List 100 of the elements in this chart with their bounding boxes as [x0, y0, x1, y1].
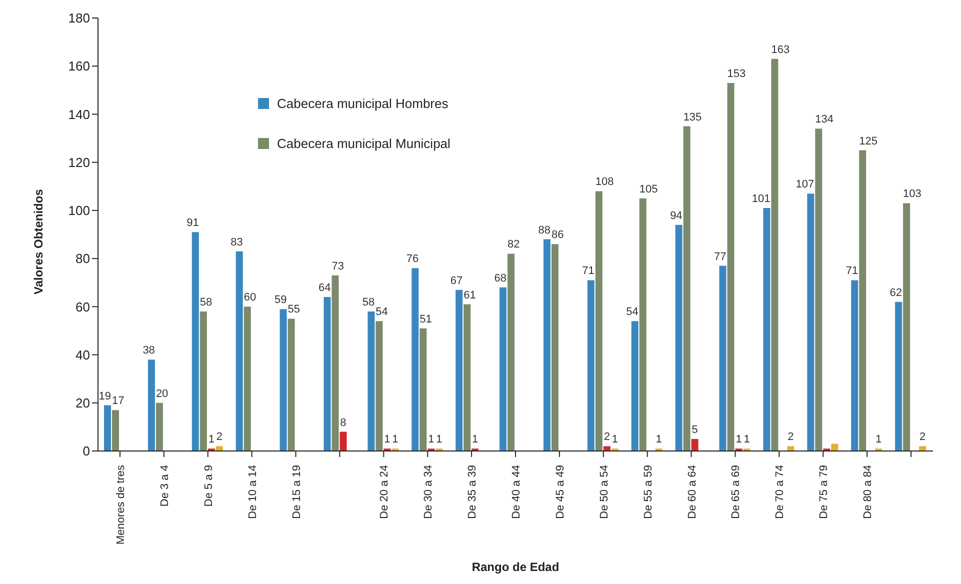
bar [595, 191, 602, 451]
data-label: 163 [771, 44, 790, 56]
data-label: 58 [200, 296, 212, 308]
bar [771, 58, 778, 451]
bar [288, 318, 295, 451]
data-label: 1 [876, 434, 882, 446]
x-tick-label: De 40 a 44 [510, 465, 522, 519]
bar [104, 405, 111, 451]
x-tick-label: De 70 a 74 [774, 465, 786, 519]
data-label: 58 [362, 296, 375, 308]
x-tick-label: De 3 a 4 [158, 465, 171, 507]
data-label: 2 [788, 431, 794, 444]
data-label: 153 [727, 68, 746, 80]
data-label: 1 [744, 434, 750, 446]
data-label: 8 [340, 416, 346, 429]
bar [851, 280, 858, 451]
data-label: 62 [890, 286, 902, 299]
y-tick-label: 120 [68, 154, 90, 170]
data-label: 2 [919, 431, 926, 444]
y-tick-label: 60 [76, 299, 90, 314]
bar [895, 302, 902, 451]
bar [587, 280, 594, 451]
bar [244, 306, 251, 451]
data-label: 67 [450, 274, 463, 287]
bar [807, 194, 814, 451]
bar [420, 328, 427, 451]
data-label: 86 [551, 229, 564, 242]
bar [543, 239, 550, 451]
bar [340, 432, 347, 451]
x-tick-label: De 80 a 84 [862, 465, 874, 519]
data-label: 88 [538, 224, 550, 236]
y-tick-label: 40 [76, 347, 90, 362]
bar [412, 268, 419, 451]
data-label: 20 [156, 388, 168, 400]
y-tick-label: 0 [82, 444, 90, 459]
data-label: 68 [494, 272, 507, 284]
x-tick-label: De 45 a 49 [554, 465, 566, 519]
data-label: 107 [796, 178, 814, 191]
bar [727, 82, 734, 451]
data-label: 135 [683, 111, 702, 124]
bar [675, 224, 682, 451]
data-label: 2 [216, 431, 222, 444]
bar [787, 446, 794, 451]
bar [500, 287, 507, 451]
data-label: 125 [859, 135, 878, 148]
x-tick-label: De 50 a 54 [598, 465, 610, 519]
bar [200, 311, 207, 451]
bar [691, 438, 698, 451]
data-label: 64 [318, 282, 331, 294]
data-label: 73 [332, 260, 344, 272]
y-axis-title: Valores Obtenidos [31, 188, 46, 294]
data-label: 108 [595, 176, 614, 188]
data-label: 94 [670, 210, 682, 222]
legend-label: Cabecera municipal Municipal [277, 136, 450, 150]
x-tick-label: De 35 a 39 [466, 465, 479, 519]
x-tick-label: De 30 a 34 [422, 465, 435, 519]
x-tick-label: De 20 a 24 [378, 465, 391, 519]
x-tick-label: De 75 a 79 [818, 465, 830, 519]
bar [464, 304, 471, 451]
x-tick-label: De 55 a 59 [642, 465, 654, 519]
y-tick-label: 180 [68, 10, 90, 26]
bar [376, 321, 383, 451]
data-label: 1 [656, 434, 662, 446]
data-label: 1 [612, 434, 618, 446]
x-tick-label: De 60 a 64 [686, 465, 698, 519]
bar [683, 126, 690, 451]
data-label: 76 [406, 253, 419, 266]
bar [903, 203, 910, 451]
y-tick-label: 160 [68, 58, 90, 74]
data-label: 1 [208, 434, 214, 446]
data-label: 71 [846, 265, 858, 278]
data-label: 82 [508, 238, 520, 251]
bar [148, 360, 155, 451]
data-label: 71 [582, 265, 594, 278]
bar [156, 402, 163, 451]
bar [216, 446, 223, 451]
data-label: 61 [464, 289, 476, 302]
data-label: 59 [274, 294, 287, 306]
bar [859, 150, 866, 451]
x-tick-label: De 15 a 19 [290, 465, 303, 519]
y-tick-label: 100 [68, 203, 90, 218]
data-label: 54 [376, 306, 388, 318]
data-label: 105 [639, 183, 658, 196]
bar [603, 446, 610, 451]
data-label: 83 [230, 236, 243, 248]
data-label: 134 [815, 114, 834, 126]
data-label: 55 [288, 304, 300, 316]
y-tick-label: 20 [76, 396, 90, 411]
bar [280, 309, 287, 451]
data-label: 54 [626, 306, 638, 318]
bar [831, 444, 838, 451]
bar [639, 198, 646, 451]
data-label: 103 [903, 188, 922, 200]
data-label: 2 [604, 431, 610, 444]
data-label: 5 [692, 424, 698, 436]
data-label: 91 [186, 217, 199, 230]
x-tick-label: De 10 a 14 [246, 465, 259, 519]
data-label: 1 [736, 434, 742, 446]
bar [763, 208, 770, 451]
bar [456, 290, 463, 451]
